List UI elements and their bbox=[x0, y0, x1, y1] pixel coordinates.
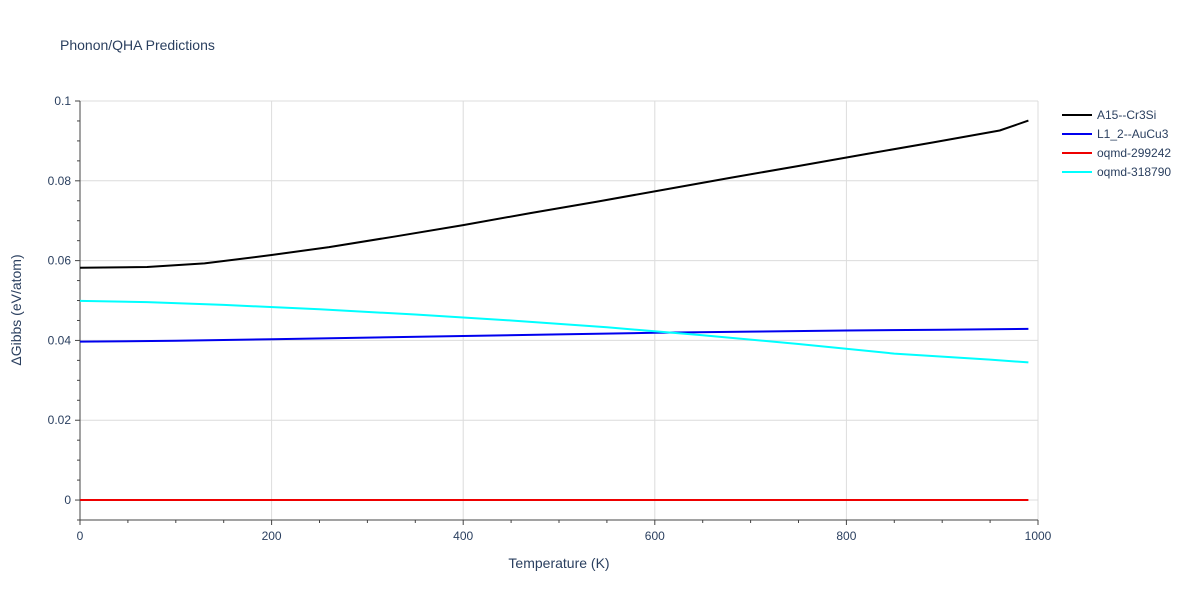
x-axis-title: Temperature (K) bbox=[508, 555, 609, 571]
x-tick-label: 1000 bbox=[1025, 529, 1052, 543]
y-axis-title: ΔGibbs (eV/atom) bbox=[8, 254, 24, 365]
y-tick-label: 0.02 bbox=[48, 413, 72, 427]
chart-title: Phonon/QHA Predictions bbox=[60, 37, 215, 53]
legend-label: A15--Cr3Si bbox=[1097, 108, 1156, 122]
y-tick-label: 0.1 bbox=[54, 94, 71, 108]
series-group bbox=[79, 119, 1029, 501]
series-line bbox=[79, 327, 1029, 343]
legend: A15--Cr3Si L1_2--AuCu3 oqmd-299242 oqmd-318… bbox=[1062, 108, 1171, 179]
x-tick-label: 600 bbox=[645, 529, 665, 543]
x-tick-label: 800 bbox=[836, 529, 856, 543]
x-tick-label: 0 bbox=[77, 529, 84, 543]
y-tick-label: 0.06 bbox=[48, 254, 72, 268]
legend-label: oqmd-318790 bbox=[1097, 165, 1171, 179]
y-axis: 0 0.02 0.04 0.06 0.08 0.1 bbox=[48, 94, 81, 521]
x-tick-label: 400 bbox=[453, 529, 473, 543]
y-tick-label: 0.08 bbox=[48, 174, 72, 188]
legend-label: L1_2--AuCu3 bbox=[1097, 127, 1169, 141]
y-tick-label: 0.04 bbox=[48, 333, 72, 347]
series-line bbox=[79, 299, 1029, 364]
x-tick-label: 200 bbox=[262, 529, 282, 543]
x-axis: 0 200 400 600 800 1000 bbox=[77, 519, 1052, 543]
legend-label: oqmd-299242 bbox=[1097, 146, 1171, 160]
y-tick-label: 0 bbox=[64, 493, 71, 507]
series-line bbox=[79, 119, 1029, 269]
